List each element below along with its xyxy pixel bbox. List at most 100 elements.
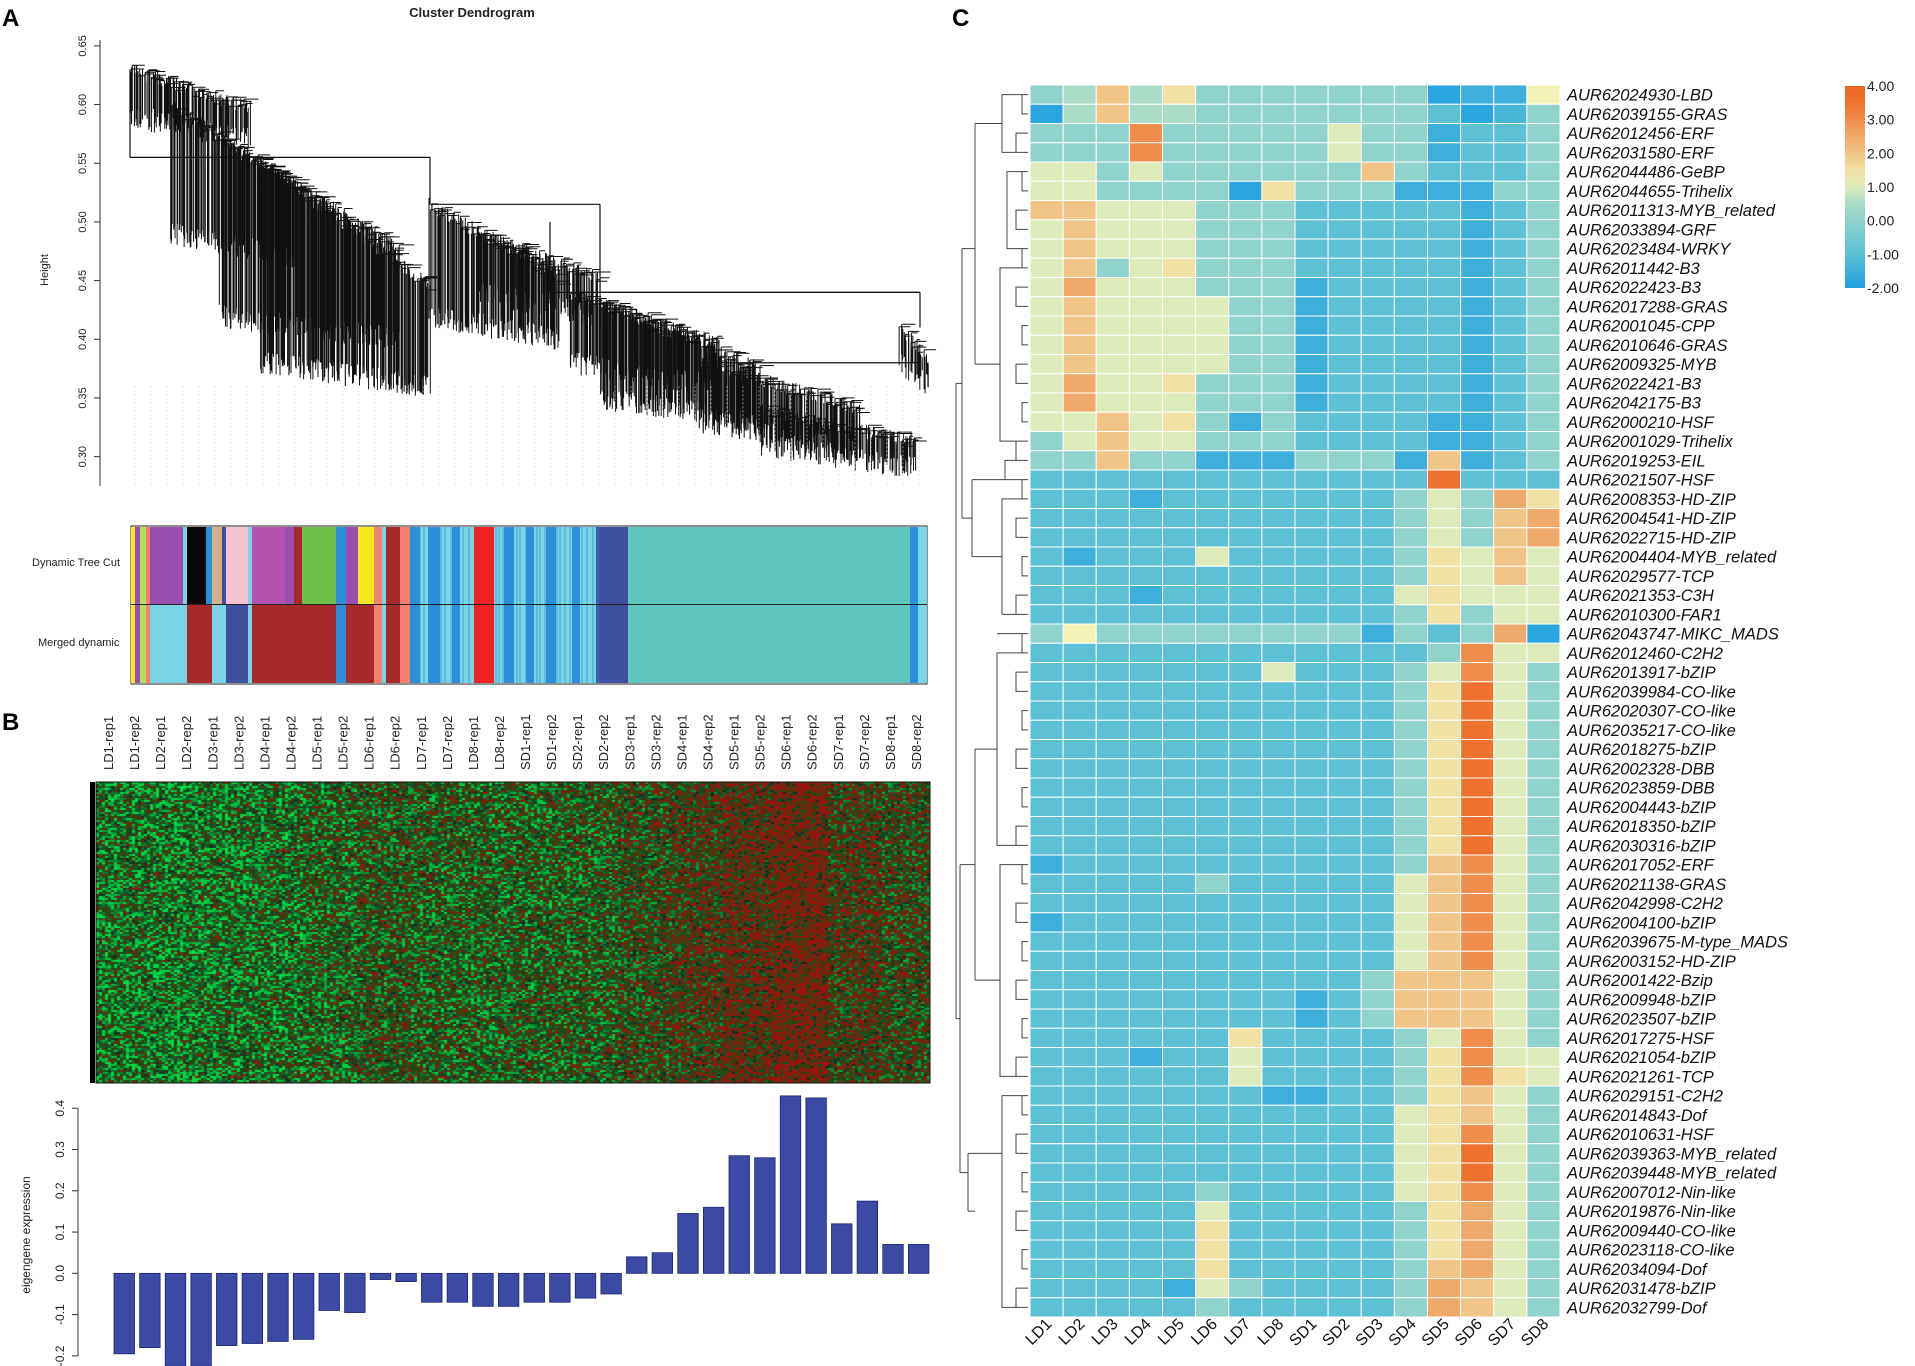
heatmap-cell [1095,103,1130,124]
heatmap-cell [1228,527,1263,548]
heatmap-cell [1095,873,1130,894]
dynamic-tree-cut-band [628,527,910,604]
heatmap-cell [1062,1027,1097,1048]
panel-b-label: B [2,709,19,736]
heatmap-cell [1128,180,1163,201]
heatmap-cell [1460,893,1495,914]
merged-dynamic-band [918,605,927,683]
heatmap-cell [1427,103,1462,124]
heatmap-cell [1393,200,1428,221]
heatmap-cell [1029,527,1064,548]
heatmap-cell [1162,1066,1197,1087]
dynamic-tree-cut-band [386,527,400,604]
gene-label: AUR62004443-bZIP [1566,799,1716,817]
heatmap-cell [1128,1008,1163,1029]
heatmap-cell [1062,546,1097,567]
heatmap-cell [1261,84,1296,105]
heatmap-cell [1195,84,1230,105]
heatmap-cell [1493,585,1528,606]
heatmap-cell [1427,334,1462,355]
heatmap-cell [1261,1201,1296,1222]
heatmap-cell [1261,123,1296,144]
heatmap-cell [1062,1066,1097,1087]
heatmap-cell [1261,450,1296,471]
merged-dynamic-band [596,605,628,683]
heatmap-cell [1294,758,1329,779]
heatmap-cell [1128,84,1163,105]
heatmap-cell [1195,450,1230,471]
sample-label: LD6-rep1 [362,716,377,770]
heatmap-cell [1526,585,1561,606]
heatmap-cell [1327,469,1362,490]
heatmap-cell [1261,546,1296,567]
merged-dynamic-band [358,605,374,683]
heatmap-cell [1460,103,1495,124]
heatmap-cell [1228,469,1263,490]
heatmap-cell [1493,796,1528,817]
heatmap-cell [1128,296,1163,317]
gene-label: AUR62044655-Trihelix [1566,183,1733,201]
heatmap-cell [1427,238,1462,259]
heatmap-cell [1062,835,1097,856]
heatmap-cell [1261,334,1296,355]
heatmap-cell [1128,604,1163,625]
heatmap-cell [1427,508,1462,529]
heatmap-cell [1195,1124,1230,1145]
module-color-rows [130,525,928,685]
dynamic-tree-cut-band [140,527,146,604]
heatmap-cell [1526,1162,1561,1183]
heatmap-cell [1493,835,1528,856]
heatmap-cell [1526,796,1561,817]
heatmap-cell [1029,565,1064,586]
heatmap-cell [1195,1239,1230,1260]
heatmap-cell [1162,334,1197,355]
heatmap-cell [1128,1085,1163,1106]
heatmap-cell [1195,623,1230,644]
gene-label: AUR62021353-C3H [1566,587,1714,605]
heatmap-cell [1228,1104,1263,1125]
heatmap-cell [1228,1297,1263,1318]
heatmap-cell [1029,315,1064,336]
heatmap-cell [1261,950,1296,971]
heatmap-cell [1493,604,1528,625]
heatmap-cell [1261,662,1296,683]
heatmap-cell [1029,103,1064,124]
heatmap-cell [1029,604,1064,625]
heatmap-cell [1526,893,1561,914]
heatmap-cell [1062,392,1097,413]
heatmap-cell [1393,103,1428,124]
heatmap-cell [1095,1201,1130,1222]
heatmap-cell [1493,854,1528,875]
heatmap-cell [1228,180,1263,201]
dynamic-tree-cut-band [358,527,374,604]
heatmap-cell [1526,527,1561,548]
sample-label: LD4-rep1 [257,716,272,770]
merged-dynamic-band [910,605,918,683]
heatmap-cell [1162,873,1197,894]
heatmap-cell [1526,392,1561,413]
eigengene-bar [369,1272,392,1280]
dynamic-tree-cut-band [374,527,382,604]
heatmap-cell [1095,931,1130,952]
heatmap-cell [1195,277,1230,298]
heatmap-cell [1327,488,1362,509]
heatmap-cell [1062,1143,1097,1164]
heatmap-cell [1327,777,1362,798]
heatmap-cell [1128,854,1163,875]
heatmap-cell [1162,816,1197,837]
heatmap-cell [1261,1143,1296,1164]
heatmap-cell [1195,431,1230,452]
heatmap-cell [1062,1278,1097,1299]
eigengene-bar [421,1272,443,1303]
heatmap-cell [1162,739,1197,760]
heatmap-cell [1327,739,1362,760]
heatmap-cell [1393,1181,1428,1202]
heatmap-cell [1294,161,1329,182]
heatmap-cell [1195,604,1230,625]
heatmap-cell [1162,835,1197,856]
heatmap-cell [1095,989,1130,1010]
heatmap-cell [1261,604,1296,625]
heatmap-cell [1195,1297,1230,1318]
dynamic-tree-cut-band [460,527,474,604]
heatmap-cell [1460,354,1495,375]
